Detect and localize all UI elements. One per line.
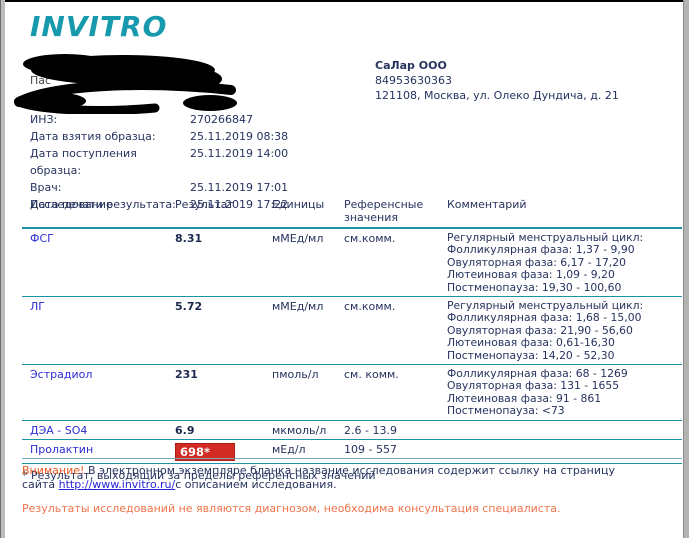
test-name-link[interactable]: ДЭА - SO4 (30, 423, 88, 437)
comment-line: Фолликулярная фаза: 1,68 - 15,00 (447, 311, 642, 325)
comment-line: Овуляторная фаза: 131 - 1655 (447, 379, 620, 393)
table-row: ФСГ 8.31 мМЕд/мл см.комм. Регулярный менстру… (22, 229, 682, 298)
reference-range: см.комм. (344, 300, 396, 314)
comment-cell: Фолликулярная фаза: 68 - 1269 Овуляторная… (447, 367, 682, 418)
meta-section: ИНЗ: 270266847 Дата взятия образца: 25.11.2… (30, 111, 288, 213)
reference-range: см. комм. (344, 368, 399, 382)
comment-line: Постменопауза: 14,20 - 52,30 (447, 348, 615, 362)
out-of-range-footnote: * Результат, выходящий за пределы рефере… (22, 468, 376, 482)
meta-value: 25.11.2019 17:01 (190, 181, 289, 194)
meta-label: Дата поступления образца: (30, 147, 137, 177)
test-name-link[interactable]: Эстрадиол (30, 368, 93, 382)
invitro-site-link[interactable]: http://www.invitro.ru/ (58, 478, 176, 491)
window-right-strip[interactable] (684, 0, 689, 538)
meta-row: Дата печати результата: 25.11.2019 17:22 (30, 196, 288, 213)
units-value: мЕд/л (272, 442, 306, 456)
test-name-link[interactable]: Пролактин (30, 442, 94, 456)
disclaimer-text: Результаты исследований не являются диаг… (22, 502, 561, 515)
lab-office-address: 121108, Москва, ул. Олеко Дундича, д. 21 (375, 89, 619, 102)
comment-line: Овуляторная фаза: 6,17 - 17,20 (447, 255, 626, 269)
meta-row: Дата поступления образца: 25.11.2019 14:0… (30, 145, 288, 179)
comment-line: Фолликулярная фаза: 68 - 1269 (447, 367, 628, 381)
warning-text-before-link: В электронном экземпляре бланка название… (22, 464, 615, 491)
table-row: Эстрадиол 231 пмоль/л см. комм. Фолликулярна… (22, 365, 682, 421)
meta-row: ИНЗ: 270266847 (30, 111, 288, 128)
window-left-strip (1, 0, 5, 538)
comment-line: Постменопауза: <73 (447, 404, 565, 418)
meta-label: Дата печати результата: (30, 198, 176, 211)
results-table: Исследование Результат Единицы Референсн… (22, 196, 682, 482)
redaction-scribble-icon (14, 54, 237, 114)
header-comment: Комментарий (447, 198, 527, 211)
window-top-border (0, 0, 689, 2)
invitro-logo: INVITRO (30, 10, 168, 43)
comment-line: Регулярный менструальный цикл: (447, 299, 644, 313)
comment-line: Лютеиновая фаза: 1,09 - 9,20 (447, 268, 615, 282)
test-name-link[interactable]: ФСГ (30, 232, 54, 245)
window-right-border (683, 0, 684, 538)
comment-line: Лютеиновая фаза: 0,61-16,30 (447, 336, 615, 350)
meta-label: Дата взятия образца: (30, 130, 156, 143)
meta-value: 270266847 (190, 113, 253, 126)
result-value: 698* (175, 442, 272, 461)
test-name-link[interactable]: ЛГ (30, 300, 45, 314)
meta-row: Дата взятия образца: 25.11.2019 08:38 (30, 128, 288, 145)
units-value: мкмоль/л (272, 423, 327, 437)
header-result: Результат (175, 198, 234, 211)
results-table-header: Исследование Результат Единицы Референсн… (22, 196, 682, 229)
comment-line: Лютеиновая фаза: 91 - 861 (447, 391, 602, 405)
result-value: 231 (175, 368, 198, 382)
header-reference: Референсные значения (344, 198, 424, 224)
reference-range: 109 - 557 (344, 442, 397, 456)
meta-label: ИНЗ: (30, 113, 58, 126)
lab-office-phone: 84953630363 (375, 74, 452, 87)
comment-line: Постменопауза: 19,30 - 100,60 (447, 280, 622, 294)
meta-row: Врач: 25.11.2019 17:01 (30, 179, 288, 196)
reference-range: см.комм. (344, 232, 396, 245)
warning-paragraph: Внимание! В электронном экземпляре бланк… (22, 464, 634, 492)
flagged-result-badge: 698* (175, 442, 235, 461)
lab-office-info: СаЛар ООО 84953630363 121108, Москва, ул… (375, 58, 619, 103)
warning-prefix: Внимание! (22, 464, 85, 477)
lab-office-name: СаЛар ООО (375, 59, 447, 72)
comment-cell: Регулярный менструальный цикл: Фолликуляр… (447, 299, 682, 362)
results-table-body: ФСГ 8.31 мМЕд/мл см.комм. Регулярный менстру… (22, 229, 682, 464)
comment-line: Овуляторная фаза: 21,90 - 56,60 (447, 323, 633, 337)
comment-cell (447, 424, 682, 437)
units-value: пмоль/л (272, 368, 319, 382)
table-row: Пролактин 698* мЕд/л 109 - 557 (22, 440, 682, 464)
comment-line: Регулярный менструальный цикл: (447, 231, 644, 244)
window-left-border (0, 0, 1, 538)
result-value: 6.9 (175, 423, 195, 437)
meta-value: 25.11.2019 17:22 (190, 198, 289, 211)
table-row: ЛГ 5.72 мМЕд/мл см.комм. Регулярный менструа… (22, 297, 682, 366)
meta-label: Врач: (30, 181, 62, 194)
meta-value: 25.11.2019 14:00 (190, 147, 289, 160)
result-value: 8.31 (175, 232, 203, 245)
header-units: Единицы (272, 198, 325, 211)
units-value: мМЕд/мл (272, 300, 324, 314)
warning-text-after-link: с описанием исследования. (175, 478, 337, 491)
section-divider (22, 458, 682, 459)
comment-cell: Регулярный менструальный цикл: Фолликуляр… (447, 231, 682, 294)
result-value: 5.72 (175, 300, 203, 314)
header-test: Исследование (30, 198, 113, 211)
reference-range: 2.6 - 13.9 (344, 423, 397, 437)
table-row: ДЭА - SO4 6.9 мкмоль/л 2.6 - 13.9 (22, 421, 682, 440)
units-value: мМЕд/мл (272, 232, 324, 245)
comment-line: Фолликулярная фаза: 1,37 - 9,90 (447, 243, 635, 257)
meta-value: 25.11.2019 08:38 (190, 130, 289, 143)
